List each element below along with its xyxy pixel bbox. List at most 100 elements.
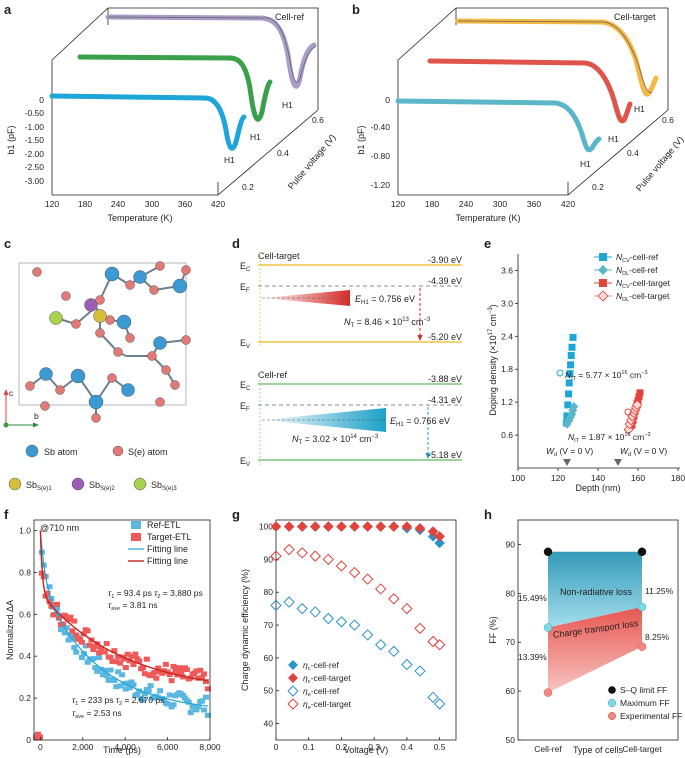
- f-legend-1: Target-ETL: [147, 532, 192, 542]
- f-point-target: [143, 656, 150, 662]
- f-point-target: [46, 599, 53, 605]
- g-point-2: [283, 596, 295, 608]
- f-point-ref: [73, 649, 80, 655]
- panel-h-label: h: [484, 507, 492, 522]
- e-ylabel: Doping density (×1017 cm−3): [488, 304, 498, 415]
- h-x-ticks: Cell-ref Cell-target: [534, 744, 662, 754]
- e-legend-1: NDL-cell-ref: [616, 265, 658, 277]
- g-point-3: [270, 550, 282, 562]
- g-point-3: [322, 553, 335, 566]
- f-point-ref: [195, 704, 202, 710]
- a-ytick-m2: -1.50: [25, 135, 45, 145]
- e-ytick-label: 2.4: [501, 331, 513, 341]
- f-point-target: [160, 668, 167, 674]
- f-xtick-label: 0: [38, 742, 43, 752]
- g-xtick-label: 0.4: [401, 742, 413, 752]
- h-ytick-label: 70: [506, 637, 516, 647]
- h-ytick-label: 90: [506, 539, 516, 549]
- h-marker-2: [543, 688, 553, 697]
- g-point-1: [401, 521, 413, 532]
- b-xtick-2: 240: [459, 199, 473, 209]
- a-xtick-1: 180: [78, 199, 92, 209]
- panel-g-label: g: [232, 507, 240, 522]
- f-fit-target: [39, 530, 209, 682]
- g-point-1: [336, 521, 347, 532]
- f-x-ticks: 0 2,000 4,000 6,000 8,000: [38, 737, 221, 752]
- e-xtick-label: 120: [551, 473, 565, 483]
- a-ytick-m1: -0.50: [25, 108, 45, 118]
- panel-b-x-axis: 120 180 240 300 360 420 Temperature (K): [391, 199, 575, 223]
- f-legend: Ref-ETL Target-ETL Fitting line Fitting …: [128, 520, 192, 566]
- f-point-target: [92, 643, 99, 649]
- panel-c-label: c: [4, 236, 11, 251]
- f-point-target: [120, 656, 127, 662]
- e-points: [562, 333, 644, 435]
- f-point-target: [136, 658, 143, 664]
- e-point-2: [635, 393, 643, 401]
- panel-a-x-axis: 120 180 240 300 360 420 Temperature (K): [45, 199, 225, 223]
- f-point-target: [139, 665, 146, 671]
- g-point-1: [296, 521, 308, 532]
- h-band-nonrad-label: Non-radiative loss: [560, 587, 633, 597]
- panel-a: a Cell-ref 0 -1.00 -2.00 -3.00 -0.50 -1.…: [4, 2, 338, 223]
- h-marker-0: [543, 547, 553, 557]
- g-point-1: [375, 521, 387, 532]
- f-ytick-label: 0.8: [19, 567, 31, 577]
- h-xlabel: Type of cells: [573, 745, 624, 755]
- f-point-ref: [78, 655, 85, 661]
- b-ytick-0: 0: [385, 95, 390, 105]
- g-point-2: [361, 629, 374, 641]
- f-point-target: [126, 658, 133, 664]
- e-ytick-label: 1.2: [501, 397, 513, 407]
- b-xtick-4: 360: [527, 199, 541, 209]
- g-ytick-label: 70: [264, 620, 274, 630]
- g-point-3: [296, 547, 308, 559]
- h-xtick-0: Cell-ref: [534, 744, 562, 754]
- g-legend: ηc-cell-ref ηc-cell-target ηe-cell-ref η…: [287, 660, 352, 711]
- f-xtick-label: 6,000: [157, 742, 179, 752]
- f-point-target: [67, 614, 74, 620]
- f-point-target: [78, 639, 85, 645]
- g-point-3: [335, 560, 348, 572]
- f-ytick-label: 1.0: [19, 525, 31, 535]
- f-point-ref: [94, 668, 101, 674]
- f-point-ref: [164, 701, 171, 707]
- d-top-ef-val: -4.39 eV: [428, 276, 462, 286]
- f-point-ref: [122, 686, 129, 692]
- h-legend: S–Q limit FF Maximum FF Experimental FF: [607, 685, 682, 721]
- e-wd-ref-arrow: [563, 459, 571, 466]
- f-point-target: [103, 641, 110, 647]
- h-marker-0: [637, 547, 647, 557]
- f-point-ref: [202, 694, 209, 700]
- f-point-target: [197, 667, 204, 673]
- f-point-target: [71, 618, 78, 624]
- f-point-target: [36, 734, 43, 740]
- d-top-title: Cell-target: [258, 251, 300, 261]
- g-legend-0: ηc-cell-ref: [303, 660, 339, 672]
- f-ytick-label: 0: [26, 735, 31, 745]
- g-legend-1: ηc-cell-target: [303, 673, 351, 685]
- a-xtick-3: 300: [145, 199, 159, 209]
- h-band-trans: [548, 607, 642, 693]
- f-point-ref: [134, 692, 141, 698]
- c-legend-sb: Sb atom: [44, 447, 78, 457]
- panel-d: d Cell-target EC EF EV -3.90 eV -4.39 eV…: [232, 236, 462, 468]
- d-bot-ev-val: -5.18 eV: [428, 450, 462, 460]
- f-xlabel: Time (ps): [103, 745, 141, 755]
- f-point-target: [166, 672, 173, 678]
- a-xlabel: Temperature (K): [107, 213, 172, 223]
- d-top-eh1: EH1 = 0.756 eV: [355, 294, 415, 306]
- e-nit-ref-marker: [556, 369, 564, 377]
- f-point-ref: [201, 707, 208, 713]
- f-target-fit-2: τave = 3.81 ns: [108, 600, 158, 612]
- e-wd-target-arrow: [614, 459, 622, 466]
- g-point-3: [309, 550, 321, 562]
- f-ytick-label: 0.2: [19, 693, 31, 703]
- panel-b-y-axis: 0 -0.40 -0.80 -1.20 b1 (pF): [356, 95, 390, 190]
- b-peak-0: H1: [634, 104, 645, 114]
- f-point-ref: [98, 666, 105, 672]
- f-point-target: [122, 665, 129, 671]
- f-legend-3: Fitting line: [147, 556, 188, 566]
- f-point-target: [35, 731, 42, 737]
- g-point-2: [270, 599, 282, 612]
